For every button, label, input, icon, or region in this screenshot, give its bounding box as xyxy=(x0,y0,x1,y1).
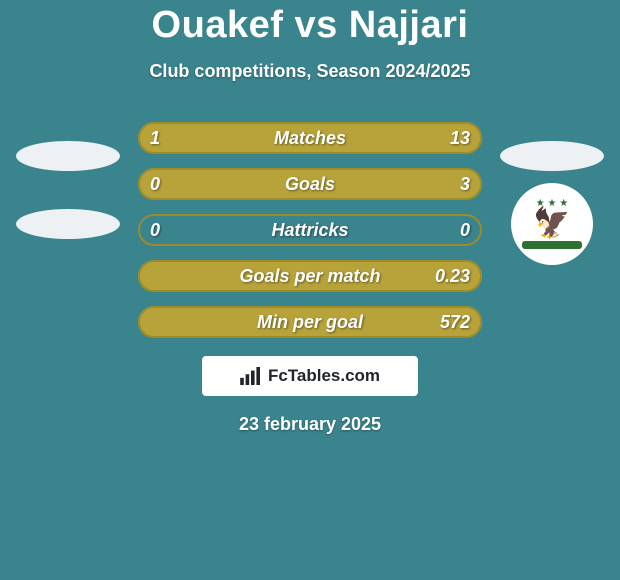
stat-label: Hattricks xyxy=(138,214,482,246)
stat-row: 572Min per goal xyxy=(0,306,620,338)
bars-icon xyxy=(240,367,262,385)
player-left-name: Ouakef xyxy=(152,4,284,46)
stat-label: Goals per match xyxy=(138,260,482,292)
vs-text: vs xyxy=(294,4,337,46)
stat-label: Min per goal xyxy=(138,306,482,338)
bars-zone: 113Matches 03Goals 00Hattricks 0.23Goals pe… xyxy=(0,122,620,338)
stat-row: 00Hattricks xyxy=(0,214,620,246)
stat-label: Matches xyxy=(138,122,482,154)
stat-row: 0.23Goals per match xyxy=(0,260,620,292)
stat-row: 03Goals xyxy=(0,168,620,200)
subtitle: Club competitions, Season 2024/2025 xyxy=(0,61,620,82)
stat-row: 113Matches xyxy=(0,122,620,154)
player-right-name: Najjari xyxy=(349,4,469,46)
page-title: Ouakef vs Najjari xyxy=(0,0,620,47)
logo-text: FcTables.com xyxy=(268,366,380,386)
stat-label: Goals xyxy=(138,168,482,200)
footer-date: 23 february 2025 xyxy=(0,414,620,435)
fctables-logo[interactable]: FcTables.com xyxy=(202,356,418,396)
comparison-card: Ouakef vs Najjari Club competitions, Sea… xyxy=(0,0,620,580)
